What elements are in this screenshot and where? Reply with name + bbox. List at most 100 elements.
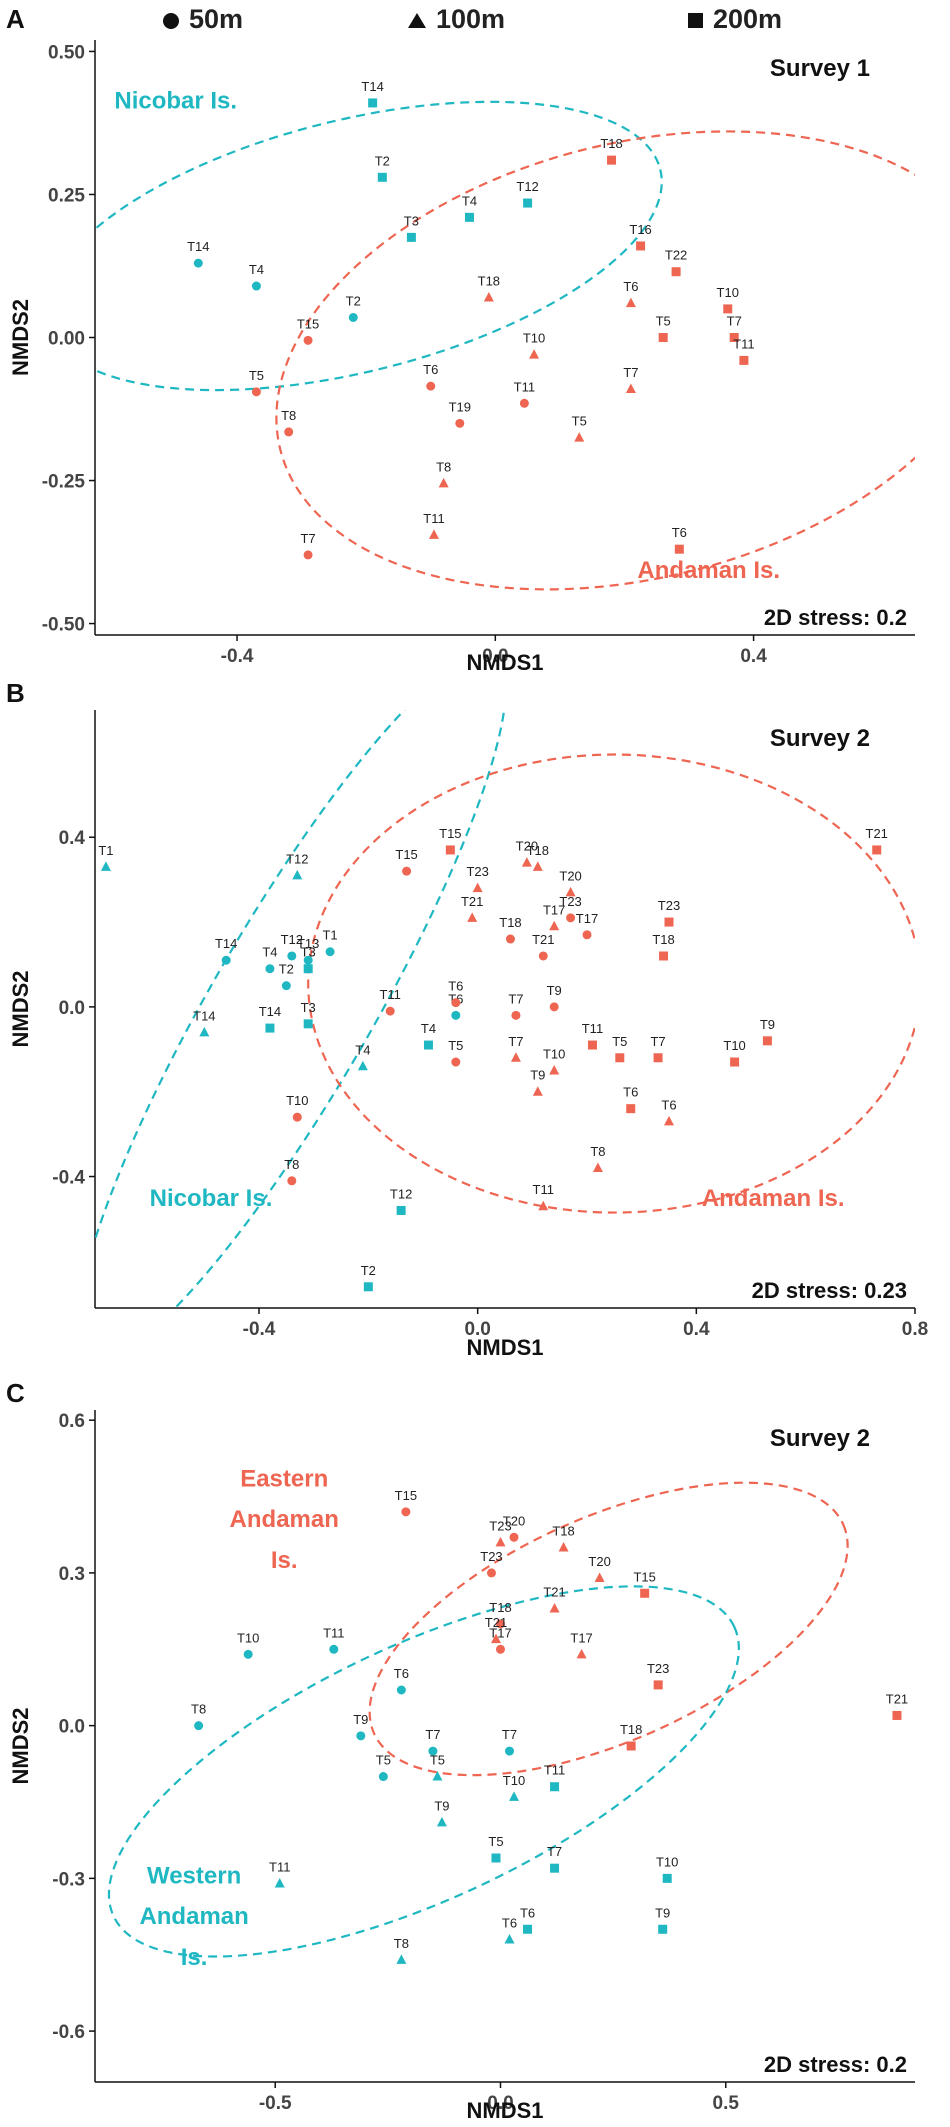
group-label: Is.: [181, 1944, 208, 1971]
point-label: T14: [187, 239, 209, 254]
triangle-icon: [408, 13, 426, 29]
point-triangle: [510, 1052, 521, 1062]
point-circle: [396, 1685, 406, 1695]
point-square: [445, 845, 455, 855]
point-square: [423, 1040, 433, 1050]
point-circle: [287, 1176, 297, 1186]
point-label: T15: [633, 1569, 655, 1584]
point-label: T11: [582, 1021, 603, 1036]
square-icon: [688, 13, 703, 29]
point-square: [636, 241, 646, 251]
point-label: T7: [300, 531, 315, 546]
point-label: T23: [480, 1549, 502, 1564]
point-triangle: [495, 1536, 506, 1547]
point-square: [303, 964, 313, 974]
point-circle: [265, 964, 275, 974]
point-label: T5: [656, 314, 671, 329]
point-circle: [284, 427, 294, 437]
x-tick-label: 0.4: [683, 1319, 710, 1340]
point-circle: [303, 955, 313, 965]
point-label: T6: [520, 1905, 535, 1920]
survey-title: Survey 2: [770, 1425, 870, 1452]
stress-label: 2D stress: 0.2: [764, 2052, 907, 2077]
y-tick-label: -0.25: [42, 472, 86, 493]
point-label: T20: [503, 1513, 525, 1528]
point-triangle: [100, 861, 111, 871]
point-circle: [505, 1746, 515, 1756]
point-label: T21: [866, 826, 888, 841]
point-label: T1: [322, 928, 337, 943]
point-label: T12: [286, 851, 308, 866]
x-tick-label: 0.0: [482, 646, 508, 667]
group-ellipse: [95, 710, 507, 1308]
point-label: T18: [499, 915, 521, 930]
point-triangle: [483, 291, 494, 302]
point-square: [626, 1104, 636, 1114]
shape-legend: 50m 100m 200m: [0, 0, 950, 36]
point-label: T20: [588, 1554, 610, 1569]
point-label: T6: [423, 362, 438, 377]
y-tick-label: 0.4: [59, 828, 86, 849]
group-label: Is.: [271, 1547, 298, 1574]
point-label: T18: [478, 273, 500, 288]
point-label: T8: [590, 1144, 605, 1159]
point-square: [872, 845, 882, 855]
point-label: T11: [544, 1763, 565, 1778]
point-label: T6: [394, 1666, 409, 1681]
point-triangle: [538, 1200, 549, 1211]
point-label: T10: [237, 1630, 259, 1645]
group-label: Nicobar Is.: [114, 88, 237, 115]
y-tick-label: -0.3: [52, 1869, 85, 1890]
point-circle: [519, 398, 529, 408]
legend-item-50m: 50m: [163, 4, 243, 35]
point-label: T5: [376, 1753, 391, 1768]
point-square: [523, 198, 533, 208]
panel-label: B: [6, 680, 25, 708]
stress-label: 2D stress: 0.2: [764, 605, 907, 630]
point-circle: [505, 934, 515, 944]
point-circle: [428, 1746, 438, 1756]
point-square: [303, 1019, 313, 1029]
point-circle: [495, 1619, 505, 1629]
panel-a-chart: A -0.4 0.0 0.4 -0.50 -0.25 0.00 0.25 0.50 NMDS1 NM…: [6, 4, 915, 675]
point-triangle: [509, 1791, 520, 1801]
point-label: T7: [502, 1727, 517, 1742]
point-square: [368, 98, 378, 108]
point-square: [762, 1036, 772, 1046]
point-label: T18: [652, 932, 674, 947]
point-triangle: [274, 1877, 285, 1888]
point-label: T11: [379, 987, 400, 1002]
point-circle: [401, 1507, 411, 1517]
point-label: T20: [516, 839, 538, 854]
point-label: T23: [466, 864, 488, 879]
point-circle: [451, 998, 461, 1008]
point-square: [607, 155, 617, 165]
point-triangle: [199, 1026, 210, 1037]
point-square: [653, 1680, 663, 1690]
point-label: T10: [286, 1093, 308, 1108]
point-label: T7: [547, 1844, 562, 1859]
x-tick-label: -0.4: [243, 1319, 276, 1340]
point-label: T15: [297, 316, 319, 331]
group-ellipse: [95, 100, 663, 392]
group-label: Western: [147, 1862, 241, 1889]
point-label: T11: [733, 336, 754, 351]
legend-item-200m: 200m: [688, 4, 782, 35]
point-label: T5: [448, 1038, 463, 1053]
point-label: T4: [421, 1021, 436, 1036]
point-triangle: [576, 1648, 587, 1659]
point-label: T8: [281, 408, 296, 423]
point-label: T18: [620, 1722, 642, 1737]
point-square: [615, 1053, 625, 1063]
point-label: T2: [361, 1263, 376, 1278]
point-circle: [221, 955, 231, 965]
point-label: T12: [281, 932, 303, 947]
point-label: T11: [533, 1182, 554, 1197]
group-label: Andaman: [139, 1903, 248, 1930]
point-label: T5: [572, 414, 587, 429]
point-circle: [451, 1010, 461, 1020]
point-label: T7: [508, 991, 523, 1006]
x-tick-label: 0.0: [487, 2093, 513, 2114]
x-tick-label: -0.4: [221, 646, 254, 667]
point-label: T11: [514, 379, 535, 394]
